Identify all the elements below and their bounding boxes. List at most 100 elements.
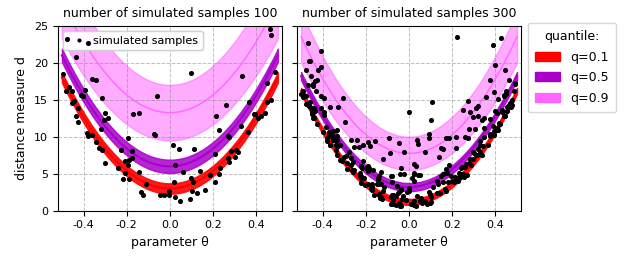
Point bbox=[472, 147, 483, 151]
Point bbox=[124, 158, 134, 162]
Point bbox=[123, 163, 133, 167]
Point bbox=[444, 136, 454, 140]
Point bbox=[472, 153, 482, 157]
Point bbox=[156, 193, 166, 197]
Point bbox=[387, 193, 397, 197]
Point bbox=[391, 194, 401, 198]
Point bbox=[76, 93, 86, 97]
Point bbox=[449, 180, 460, 184]
Point bbox=[164, 193, 174, 197]
Point bbox=[500, 68, 511, 72]
Point bbox=[64, 85, 74, 89]
Point bbox=[316, 65, 326, 69]
Point bbox=[170, 195, 180, 199]
Point bbox=[436, 174, 447, 178]
Point bbox=[328, 129, 339, 133]
Point bbox=[473, 104, 483, 108]
Point bbox=[375, 196, 385, 200]
Point bbox=[396, 166, 406, 170]
Point bbox=[408, 203, 419, 207]
Point bbox=[250, 112, 260, 116]
Point bbox=[100, 160, 110, 164]
Point bbox=[390, 203, 401, 207]
Point bbox=[485, 78, 495, 82]
Point bbox=[479, 135, 490, 139]
Point bbox=[124, 177, 134, 181]
Point bbox=[426, 200, 436, 204]
Point bbox=[82, 131, 92, 135]
Point bbox=[356, 181, 366, 186]
Point bbox=[159, 193, 169, 197]
Point bbox=[420, 150, 430, 154]
Point bbox=[433, 155, 444, 160]
Point bbox=[67, 102, 77, 106]
Point bbox=[209, 152, 220, 156]
Point bbox=[479, 126, 489, 131]
Point bbox=[188, 180, 198, 184]
Point bbox=[168, 143, 178, 147]
Point bbox=[169, 180, 179, 185]
Point bbox=[468, 114, 478, 118]
Point bbox=[465, 157, 475, 161]
Point bbox=[322, 135, 332, 140]
Point bbox=[270, 70, 280, 74]
Point bbox=[363, 140, 373, 144]
Point bbox=[453, 179, 463, 183]
Point bbox=[373, 182, 383, 186]
Point bbox=[358, 176, 369, 180]
Point bbox=[248, 112, 259, 116]
Point bbox=[230, 155, 240, 159]
Point bbox=[260, 111, 270, 115]
Point bbox=[134, 111, 145, 115]
Point bbox=[459, 175, 469, 179]
Point bbox=[426, 118, 436, 122]
Point bbox=[337, 96, 348, 100]
Point bbox=[191, 191, 202, 195]
Point bbox=[500, 114, 510, 118]
Point bbox=[469, 151, 479, 155]
Point bbox=[410, 199, 420, 203]
Point bbox=[339, 155, 349, 159]
Point bbox=[399, 172, 410, 176]
Point bbox=[393, 191, 403, 195]
Point bbox=[413, 173, 424, 177]
Point bbox=[457, 165, 467, 169]
Point bbox=[475, 150, 485, 154]
Point bbox=[90, 140, 100, 144]
Point bbox=[485, 116, 495, 121]
Title: number of simulated samples 300: number of simulated samples 300 bbox=[302, 7, 516, 20]
Point bbox=[189, 147, 199, 151]
Point bbox=[507, 98, 517, 102]
Point bbox=[442, 171, 452, 175]
Point bbox=[361, 166, 371, 170]
Y-axis label: distance measure d: distance measure d bbox=[15, 56, 28, 180]
Point bbox=[346, 163, 356, 167]
Point bbox=[262, 100, 272, 104]
Point bbox=[385, 174, 396, 178]
Point bbox=[460, 134, 470, 139]
Point bbox=[136, 190, 146, 194]
Point bbox=[362, 169, 372, 173]
Point bbox=[374, 192, 384, 196]
Point bbox=[502, 105, 513, 109]
Point bbox=[499, 94, 509, 98]
Point bbox=[97, 96, 107, 100]
Point bbox=[454, 175, 464, 179]
Point bbox=[468, 150, 478, 154]
Point bbox=[433, 182, 444, 186]
Point bbox=[330, 143, 340, 147]
Point bbox=[441, 189, 451, 193]
Point bbox=[461, 162, 471, 167]
Point bbox=[489, 130, 499, 134]
Point bbox=[376, 170, 386, 174]
Point bbox=[223, 134, 234, 138]
Point bbox=[387, 180, 397, 184]
Point bbox=[356, 176, 366, 180]
Point bbox=[310, 109, 320, 114]
Point bbox=[70, 54, 81, 59]
Point bbox=[492, 128, 502, 132]
Point bbox=[376, 182, 386, 187]
Point bbox=[224, 160, 234, 164]
Point bbox=[404, 186, 414, 190]
Point bbox=[244, 100, 254, 104]
